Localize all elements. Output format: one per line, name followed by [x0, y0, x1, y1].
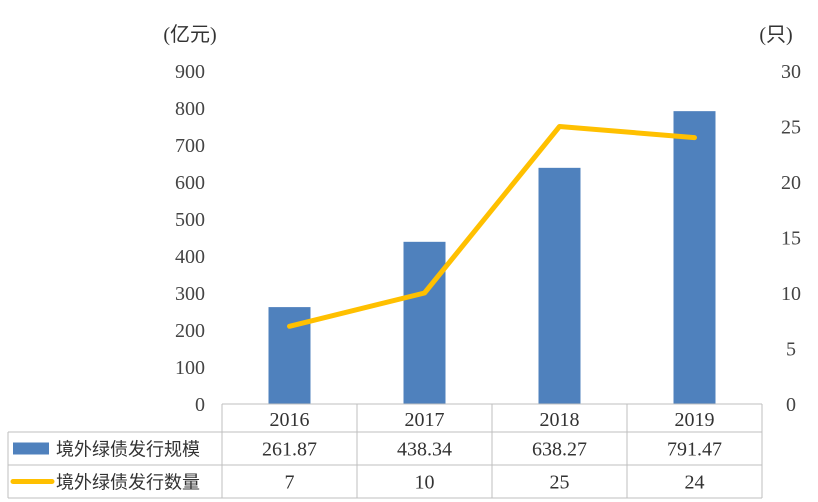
line-path — [287, 124, 697, 329]
legend-key-bar — [13, 442, 49, 455]
right-tick-label: 20 — [781, 172, 801, 194]
right-tick-label: 25 — [781, 117, 801, 139]
left-tick-label: 800 — [175, 98, 205, 120]
bar-2018 — [538, 167, 581, 404]
left-tick-label: 300 — [175, 283, 205, 305]
data-label: 638.27 — [532, 439, 587, 461]
category-label: 2016 — [270, 409, 310, 431]
left-tick-label: 600 — [175, 172, 205, 194]
line-series — [287, 124, 697, 329]
left-tick-label: 200 — [175, 320, 205, 342]
category-label: 2017 — [405, 409, 445, 431]
left-tick-label: 100 — [175, 357, 205, 379]
bar-series — [268, 111, 716, 404]
line-point-2016 — [289, 325, 290, 327]
right-tick-label: 10 — [781, 283, 801, 305]
category-label: 2018 — [540, 409, 580, 431]
bar-2017 — [403, 241, 446, 404]
right-tick-label: 30 — [781, 61, 801, 83]
bar-2019 — [673, 111, 716, 404]
data-label: 24 — [685, 472, 705, 494]
left-axis-unit: (亿元) — [163, 23, 216, 46]
data-table: 2016 2017 2018 2019 境外绿债发行规模 261.87 438.34 638.… — [7, 403, 763, 499]
line-point-2018 — [559, 126, 560, 127]
data-label: 25 — [550, 472, 570, 494]
left-tick-label: 0 — [195, 394, 205, 416]
left-axis-ticks: 900 800 700 600 500 400 300 200 100 0 — [175, 61, 205, 416]
left-tick-label: 400 — [175, 246, 205, 268]
data-label: 791.47 — [667, 439, 722, 461]
data-label: 7 — [285, 472, 295, 494]
left-tick-label: 900 — [175, 61, 205, 83]
category-label: 2019 — [675, 409, 715, 431]
right-tick-label: 0 — [786, 394, 796, 416]
right-axis-ticks: 30 25 20 15 10 5 0 — [781, 61, 801, 416]
right-tick-label: 15 — [781, 228, 801, 250]
line-point-2019 — [694, 137, 695, 139]
data-label: 10 — [415, 472, 435, 494]
legend-label: 境外绿债发行数量 — [56, 473, 200, 494]
right-axis-unit: (只) — [759, 24, 792, 46]
left-tick-label: 500 — [175, 209, 205, 231]
line-point-2017 — [424, 292, 425, 294]
left-tick-label: 700 — [175, 135, 205, 157]
data-label: 438.34 — [397, 439, 452, 461]
legend-label: 境外绿债发行规模 — [56, 440, 200, 461]
data-label: 261.87 — [262, 439, 317, 461]
right-tick-label: 5 — [786, 339, 796, 361]
